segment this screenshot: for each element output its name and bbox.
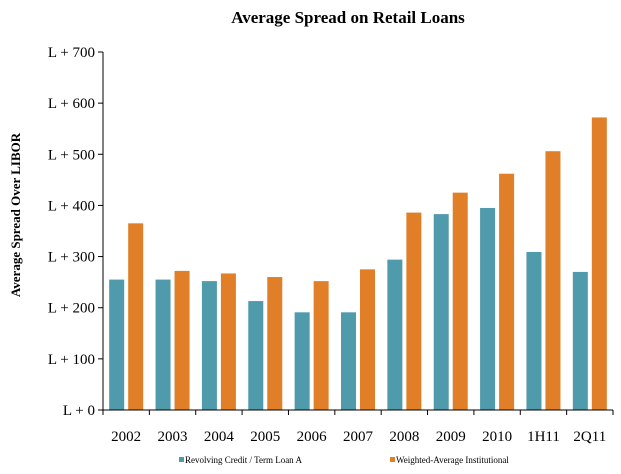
legend: Revolving Credit / Term Loan A Weighted-A…: [179, 455, 509, 465]
bar-institutional: [406, 212, 422, 410]
y-tick-label: L + 0: [63, 403, 95, 419]
bar-revolving-credit: [572, 271, 588, 410]
bar-revolving-credit: [526, 251, 542, 410]
bar-revolving-credit: [155, 279, 171, 410]
y-tick-label: L + 400: [48, 198, 95, 214]
bar-revolving-credit: [480, 207, 496, 410]
x-tick-label: 2002: [111, 429, 141, 445]
bar-institutional: [174, 270, 190, 410]
y-axis-label: Average Spread Over LIBOR: [8, 132, 23, 297]
bar-institutional: [220, 273, 236, 410]
x-tick-label: 2Q11: [573, 429, 606, 445]
bar-institutional: [313, 281, 329, 410]
legend-label: Revolving Credit / Term Loan A: [185, 455, 302, 465]
chart-title: Average Spread on Retail Loans: [231, 8, 465, 27]
y-tick-label: L + 600: [48, 96, 95, 112]
bar-institutional: [360, 269, 375, 410]
plot-area: L + 0 L + 100 L + 200 L + 300 L + 400 L + 500…: [48, 45, 614, 445]
bar-revolving-credit: [341, 312, 356, 410]
legend-swatch: [179, 457, 184, 462]
bar-revolving-credit: [387, 259, 403, 410]
bar-institutional: [499, 173, 515, 410]
legend-swatch: [390, 457, 395, 462]
bar-revolving-credit: [248, 301, 264, 410]
x-tick-label: 2006: [297, 429, 328, 445]
x-tick-label: 2005: [250, 429, 280, 445]
x-tick-label: 2010: [482, 429, 512, 445]
bar-institutional: [591, 117, 607, 410]
y-tick-label: L + 500: [48, 147, 95, 163]
bar-institutional: [267, 277, 283, 410]
y-tick-label: L + 100: [48, 352, 95, 368]
x-tick-label: 2009: [436, 429, 466, 445]
bar-revolving-credit: [201, 281, 217, 410]
bar-revolving-credit: [294, 312, 310, 410]
y-tick-label: L + 300: [48, 250, 95, 266]
y-tick-label: L + 200: [48, 301, 95, 317]
y-tick-label: L + 700: [48, 45, 95, 61]
bar-institutional: [128, 223, 144, 410]
x-tick-label: 2007: [343, 429, 374, 445]
bar-institutional: [452, 192, 468, 410]
bar-revolving-credit: [433, 214, 449, 410]
x-tick-label: 2004: [204, 429, 235, 445]
x-tick-label: 2008: [389, 429, 419, 445]
bar-revolving-credit: [109, 279, 125, 410]
legend-label: Weighted-Average Institutional: [396, 455, 509, 465]
bar-institutional: [545, 151, 561, 410]
x-tick-label: 2003: [158, 429, 188, 445]
x-tick-label: 1H11: [527, 429, 560, 445]
